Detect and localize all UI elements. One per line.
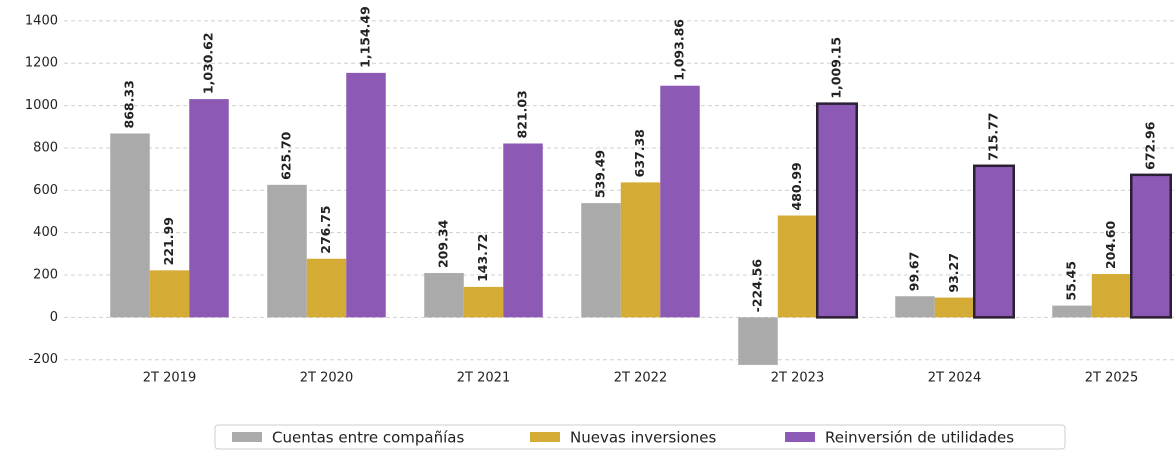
value-label: 637.38 (632, 129, 647, 177)
bar (660, 85, 700, 318)
value-label: 672.96 (1143, 121, 1158, 170)
value-label: 480.99 (789, 162, 804, 210)
y-tick-label: 1000 (25, 98, 58, 113)
legend-label: Cuentas entre compañías (272, 429, 464, 447)
bar (149, 270, 190, 318)
value-label: 276.75 (318, 205, 333, 253)
value-label: 715.77 (986, 113, 1001, 161)
bar (424, 273, 464, 318)
bar (620, 182, 661, 318)
x-tick-label: 2T 2025 (1085, 371, 1138, 386)
bar (816, 102, 858, 319)
bar (306, 258, 347, 318)
bar (189, 99, 229, 318)
value-label: 93.27 (946, 253, 961, 293)
y-tick-label: 1200 (25, 56, 58, 71)
value-label: 1,093.86 (672, 19, 687, 81)
value-label: 209.34 (436, 219, 451, 268)
bar (738, 317, 778, 365)
y-tick-label: 1400 (25, 13, 58, 28)
value-label: 55.45 (1064, 261, 1079, 301)
bar (346, 72, 386, 318)
value-label: 204.60 (1103, 220, 1118, 269)
value-label: 221.99 (161, 217, 176, 265)
value-label: 143.72 (475, 234, 490, 282)
x-tick-label: 2T 2024 (928, 371, 981, 386)
bar (895, 296, 935, 318)
x-tick-label: 2T 2019 (143, 371, 196, 386)
legend-label: Reinversión de utilidades (825, 429, 1014, 447)
x-tick-label: 2T 2022 (614, 371, 667, 386)
y-tick-label: -200 (28, 352, 58, 367)
value-label: 539.49 (593, 150, 608, 198)
x-tick-label: 2T 2023 (771, 371, 824, 386)
x-tick-label: 2T 2020 (300, 371, 353, 386)
y-tick-label: 0 (50, 310, 58, 325)
y-tick-label: 200 (33, 268, 58, 283)
value-label: -224.56 (750, 259, 765, 313)
value-label: 1,154.49 (358, 6, 373, 68)
bar (581, 203, 621, 318)
y-tick-label: 800 (33, 140, 58, 155)
bar (934, 297, 975, 318)
legend-label: Nuevas inversiones (570, 429, 716, 447)
y-tick-label: 400 (33, 225, 58, 240)
bar (973, 164, 1015, 319)
value-label: 821.03 (515, 90, 530, 138)
bar (1130, 173, 1172, 319)
value-label: 625.70 (279, 131, 294, 180)
value-label: 1,009.15 (829, 37, 844, 99)
bar (777, 215, 818, 318)
legend-swatch (785, 432, 815, 442)
bar (1052, 305, 1092, 318)
value-label: 868.33 (122, 80, 137, 128)
value-label: 99.67 (907, 252, 922, 292)
bar (1091, 274, 1132, 318)
value-label: 1,030.62 (201, 32, 216, 94)
legend-swatch (232, 432, 262, 442)
legend-swatch (530, 432, 560, 442)
bar (267, 184, 307, 318)
bar (110, 133, 150, 318)
x-tick-label: 2T 2021 (457, 371, 510, 386)
legend-box (214, 424, 1066, 450)
y-tick-label: 600 (33, 183, 58, 198)
bar (463, 286, 504, 318)
bar (503, 143, 543, 318)
